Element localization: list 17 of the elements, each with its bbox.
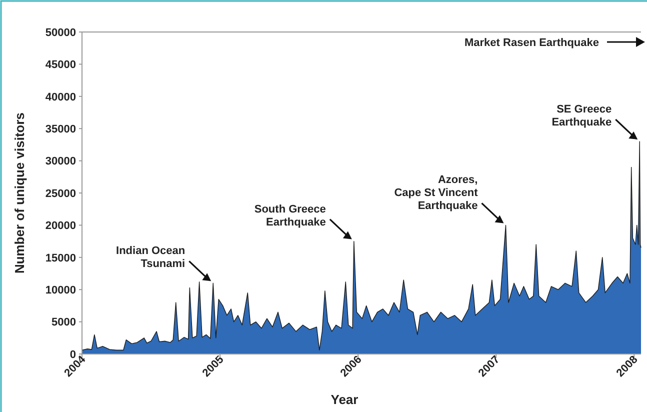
- annotation: Azores, Cape St Vincent Earthquake: [394, 174, 478, 212]
- y-tick-label: 5000: [52, 316, 76, 329]
- y-tick-label: 15000: [45, 252, 76, 264]
- y-tick-label: 10000: [45, 284, 76, 296]
- y-tick-label: 30000: [45, 156, 76, 168]
- y-tick-label: 35000: [45, 123, 76, 136]
- y-tick-label: 40000: [45, 91, 76, 104]
- y-tick-label: 25000: [45, 188, 76, 200]
- x-axis-title: Year: [330, 392, 358, 407]
- annotation: SE Greece Earthquake: [552, 103, 612, 128]
- y-tick-label: 50000: [45, 26, 76, 39]
- annotation: South Greece Earthquake: [254, 203, 326, 228]
- y-tick-label: 45000: [45, 59, 76, 72]
- annotation: Market Rasen Earthquake: [464, 37, 599, 49]
- annotation: Indian Ocean Tsunami: [116, 245, 186, 270]
- y-axis-title: Number of unique visitors: [12, 112, 27, 274]
- y-tick-label: 20000: [45, 220, 76, 232]
